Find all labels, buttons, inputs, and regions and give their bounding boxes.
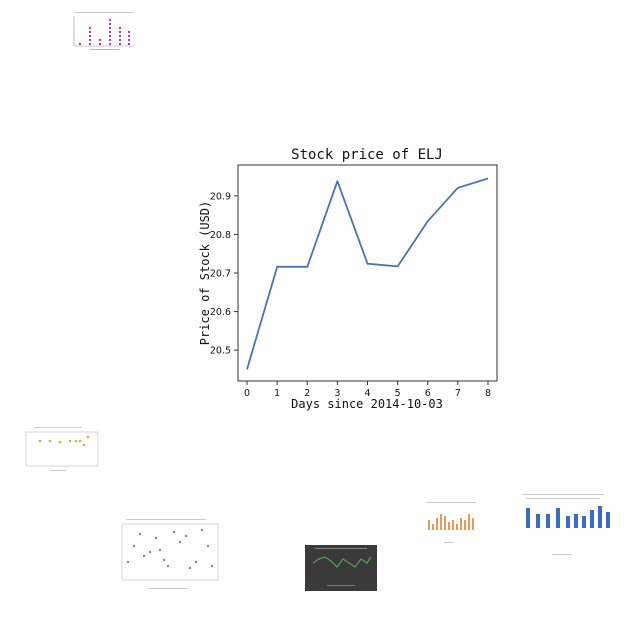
y-tick-label: 20.7 [210,269,231,280]
thumbnail-scatter-chart-2 [104,516,222,594]
x-tick-label: 8 [485,388,491,399]
thumbnail-blue-bar-svg [522,494,610,555]
x-tick-label: 7 [455,388,461,399]
y-tick-label: 20.5 [210,346,231,357]
y-tick-label: 20.8 [210,230,231,241]
series-group [246,177,489,370]
x-tick-label: 4 [364,388,370,399]
thumbnail-blue-bar-chart [508,492,618,558]
x-tick-label: 6 [425,388,431,399]
line-chart-svg: Stock price of ELJ 20.520.620.720.820.9 … [198,147,498,411]
stock-price-chart: Stock price of ELJ 20.5 20.6 20.7 20.8 20.9 … [190,140,510,424]
plot-frame [237,164,498,382]
x-axis: 0 1 2 3 4 5 6 7 8 [244,381,491,399]
x-tick-label: 1 [274,388,280,399]
y-axis: 20.5 20.6 20.7 20.8 20.9 [210,191,238,357]
x-tick-label: 0 [244,388,250,399]
thumbnail-scatter-chart-1 [14,424,102,474]
x-axis-label: Days since 2014-10-03 [291,397,443,411]
x-tick-label: 3 [334,388,340,399]
thumbnail-orange-bar-chart [418,500,480,546]
y-tick-label: 20.9 [210,191,231,202]
y-tick-label: 20.6 [210,307,231,318]
thumbnail-orange-bar-svg [426,502,476,543]
thumbnail-scatter-svg-2 [121,519,219,589]
thumbnail-scatter-svg-1 [25,427,99,471]
x-tick-label: 5 [395,388,401,399]
y-axis-label: Price of Stock (USD) [198,201,212,346]
thumbnail-dot-bar-chart [60,8,140,52]
price-line [246,177,489,370]
thumbnail-dot-bar-svg [73,12,134,50]
x-tick-label: 2 [304,388,310,399]
thumbnail-dark-line-svg [312,548,372,586]
thumbnail-dark-line-chart [305,545,377,591]
chart-title: Stock price of ELJ [291,147,443,163]
